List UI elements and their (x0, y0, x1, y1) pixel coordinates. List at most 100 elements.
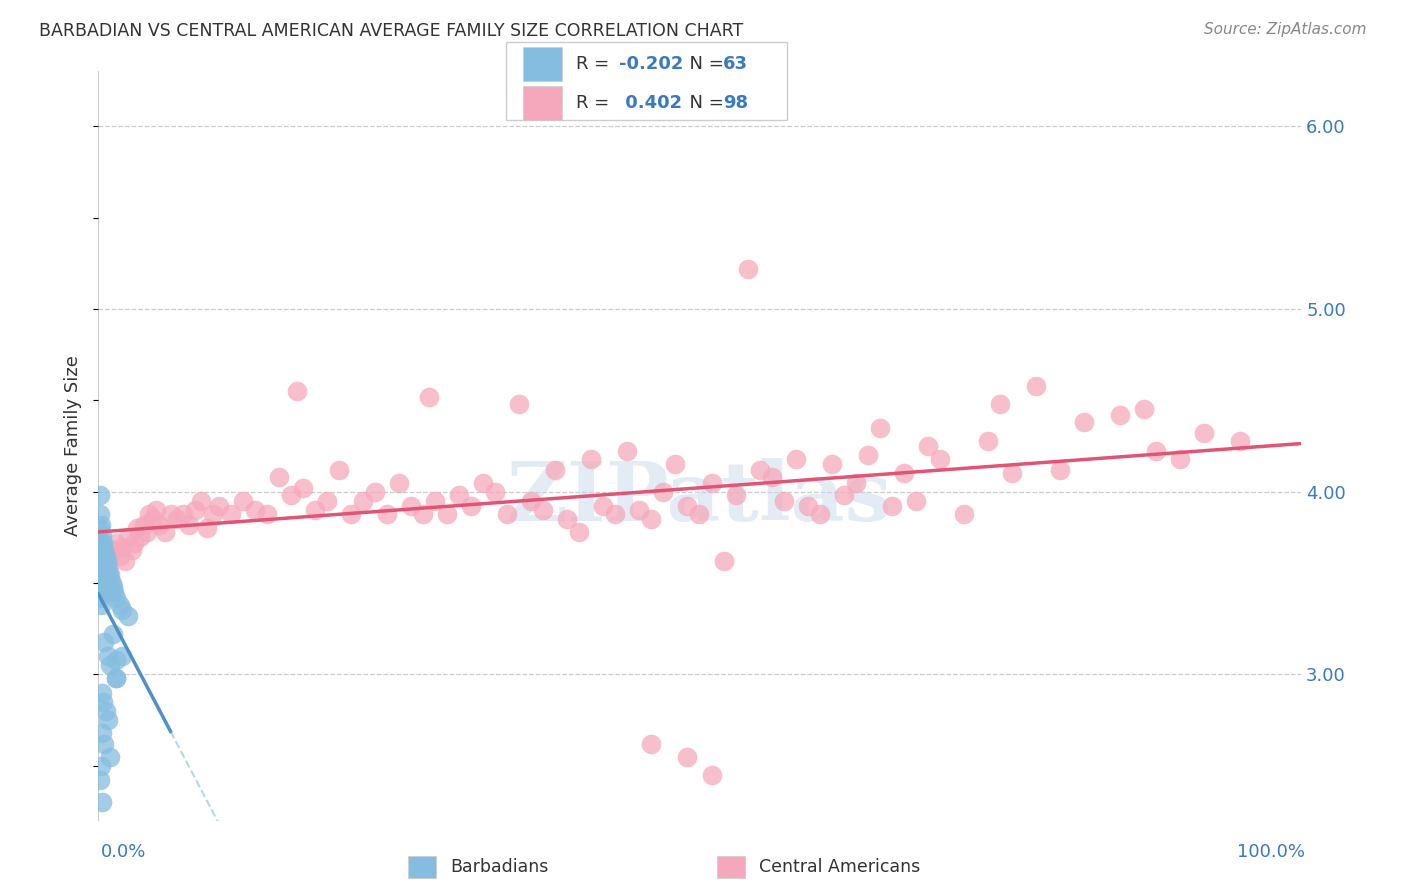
Point (845, 475, 868, 490)
Point (1073, 415, 1095, 429)
Point (100, 585, 122, 599)
Point (94, 566, 117, 581)
Point (243, 503, 266, 517)
Point (90, 573, 112, 587)
Point (423, 493, 446, 508)
Point (91, 536, 114, 550)
Point (117, 530, 139, 544)
Point (748, 463, 770, 477)
Point (91, 566, 114, 581)
Point (581, 451, 603, 466)
Point (796, 500, 818, 514)
Point (93, 576, 115, 591)
Point (91, 558, 114, 572)
Point (93, 543, 115, 558)
Point (100, 576, 122, 591)
Point (91, 686, 114, 700)
Point (340, 507, 363, 521)
Point (315, 493, 337, 508)
Point (399, 500, 422, 514)
Point (105, 671, 128, 685)
Point (111, 603, 134, 617)
Point (98, 566, 121, 581)
Point (97, 713, 120, 727)
Point (97, 554, 120, 568)
Point (114, 554, 136, 568)
Point (172, 507, 194, 521)
Point (676, 500, 699, 514)
Text: BARBADIAN VS CENTRAL AMERICAN AVERAGE FAMILY SIZE CORRELATION CHART: BARBADIAN VS CENTRAL AMERICAN AVERAGE FA… (39, 22, 744, 40)
Point (508, 397, 530, 411)
Point (436, 507, 458, 521)
Text: 98: 98 (723, 95, 748, 112)
Point (93, 561, 115, 575)
Point (96, 554, 118, 568)
Point (91, 580, 114, 594)
Point (90, 759, 112, 773)
Point (737, 261, 759, 276)
Point (121, 543, 143, 558)
Point (89, 552, 111, 566)
Point (352, 493, 374, 508)
Point (893, 467, 915, 481)
Point (304, 503, 326, 517)
Point (100, 573, 122, 587)
Point (1049, 463, 1071, 477)
Point (713, 554, 735, 568)
Point (101, 580, 124, 594)
Point (190, 493, 212, 508)
Point (412, 507, 434, 521)
Point (280, 488, 302, 502)
Point (100, 749, 122, 764)
Point (90, 561, 112, 575)
Text: 63: 63 (723, 55, 748, 73)
Point (91, 554, 114, 568)
Point (195, 521, 218, 535)
Point (267, 470, 290, 484)
Point (555, 512, 578, 526)
Point (520, 493, 543, 508)
Point (97, 580, 120, 594)
Point (89, 566, 111, 581)
Point (232, 493, 254, 508)
Point (1144, 444, 1167, 458)
Point (472, 475, 495, 490)
Point (132, 517, 155, 532)
Point (159, 507, 181, 521)
Point (676, 749, 699, 764)
Point (388, 475, 411, 490)
Point (101, 543, 124, 558)
Point (628, 503, 651, 517)
Point (988, 397, 1011, 411)
Point (364, 484, 387, 499)
Point (91, 528, 114, 542)
Point (91, 543, 114, 558)
Point (166, 512, 188, 526)
Point (208, 500, 231, 514)
Point (880, 500, 903, 514)
Point (89, 488, 111, 502)
Point (531, 503, 554, 517)
Point (1133, 402, 1156, 417)
Point (91, 726, 114, 740)
Point (616, 444, 638, 458)
Point (640, 737, 662, 751)
Point (93, 634, 115, 648)
Point (97, 649, 120, 664)
Point (93, 737, 115, 751)
Point (135, 524, 157, 539)
Point (117, 609, 139, 624)
Point (418, 390, 440, 404)
Point (724, 488, 747, 502)
Point (285, 384, 308, 399)
Y-axis label: Average Family Size: Average Family Size (65, 356, 83, 536)
Point (145, 503, 167, 517)
Point (1109, 408, 1132, 422)
Point (141, 512, 163, 526)
Point (94, 704, 117, 718)
Point (90, 598, 112, 612)
Point (821, 457, 844, 471)
Text: 0.402: 0.402 (619, 95, 682, 112)
Point (977, 434, 1000, 448)
Point (90, 549, 112, 563)
